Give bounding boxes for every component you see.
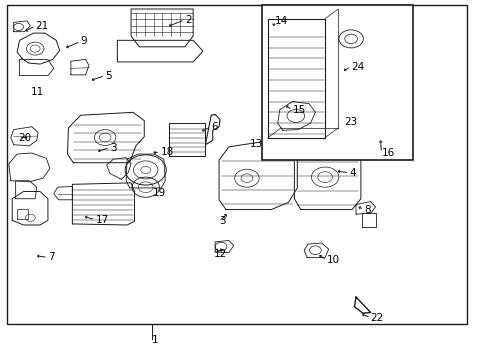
Text: 11: 11 xyxy=(30,87,43,97)
Text: 12: 12 xyxy=(214,249,227,259)
Text: 15: 15 xyxy=(292,105,305,115)
Text: 13: 13 xyxy=(249,139,262,149)
Text: 24: 24 xyxy=(350,62,364,72)
Text: 7: 7 xyxy=(48,252,55,262)
Text: 1: 1 xyxy=(151,335,158,345)
Text: 8: 8 xyxy=(364,204,370,215)
Text: 19: 19 xyxy=(152,188,165,198)
Bar xyxy=(261,5,412,160)
Text: 5: 5 xyxy=(105,71,112,81)
Text: 21: 21 xyxy=(35,21,48,31)
Text: 14: 14 xyxy=(274,16,287,26)
Text: 18: 18 xyxy=(160,147,173,157)
Text: 17: 17 xyxy=(95,215,108,225)
Bar xyxy=(7,5,466,324)
Text: 16: 16 xyxy=(381,148,394,158)
Text: 3: 3 xyxy=(110,143,117,153)
Text: 6: 6 xyxy=(211,122,218,132)
Text: 23: 23 xyxy=(344,117,357,127)
Text: 20: 20 xyxy=(19,132,32,143)
Text: 10: 10 xyxy=(326,255,339,265)
Text: 9: 9 xyxy=(81,36,87,46)
Text: 22: 22 xyxy=(370,312,383,323)
Text: 4: 4 xyxy=(349,168,356,178)
Text: 3: 3 xyxy=(219,216,225,226)
Text: 2: 2 xyxy=(184,15,191,25)
